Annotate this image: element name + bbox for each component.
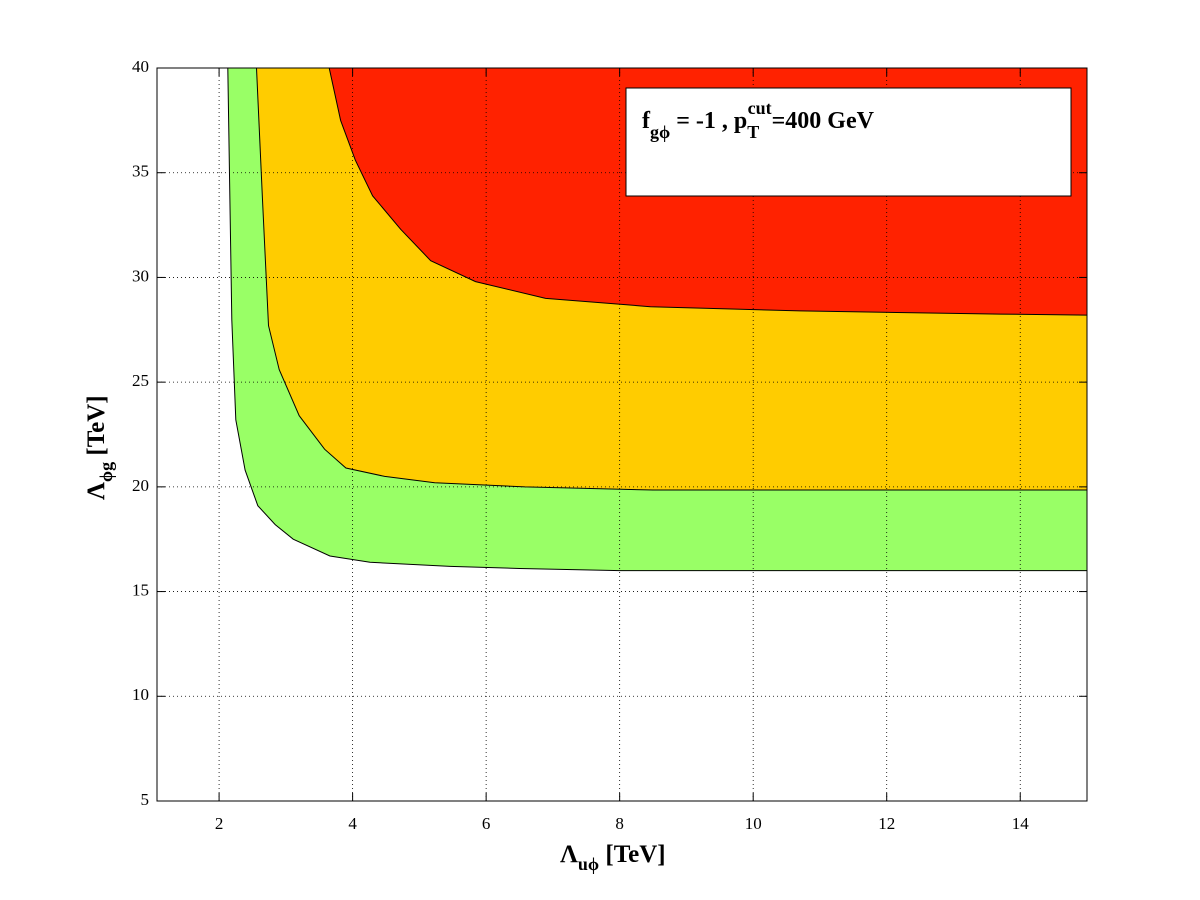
y-tick-label: 30 — [132, 266, 149, 285]
y-tick-label: 35 — [132, 162, 149, 181]
y-tick-label: 10 — [132, 685, 149, 704]
x-tick-label: 8 — [615, 814, 624, 833]
x-tick-label: 12 — [878, 814, 895, 833]
x-axis-label: Λuϕ [TeV] — [560, 841, 666, 874]
x-tick-label: 10 — [745, 814, 762, 833]
x-tick-label: 4 — [348, 814, 357, 833]
y-axis-label: Λϕg [TeV] — [83, 395, 116, 500]
annotation-part: gϕ — [650, 122, 670, 142]
x-tick-label: 14 — [1012, 814, 1030, 833]
y-tick-label: 25 — [132, 371, 149, 390]
annotation-box — [625, 87, 1072, 197]
y-tick-label: 40 — [132, 57, 149, 76]
annotation-part: T — [747, 122, 759, 142]
annotation-part: cut — [748, 98, 772, 118]
axes-frame — [156, 67, 1088, 802]
y-axis-label-part: [TeV] — [83, 395, 110, 461]
x-axis-label-part: uϕ — [578, 854, 599, 874]
y-axis-label-part: Λ — [83, 482, 110, 500]
y-tick-label: 20 — [132, 476, 149, 495]
x-tick-label: 6 — [482, 814, 491, 833]
x-axis-label-part: Λ — [560, 841, 578, 868]
y-tick-label: 15 — [132, 580, 149, 599]
y-axis-label-part: ϕg — [96, 462, 116, 482]
annotation-part: = -1 , p — [670, 108, 747, 134]
annotation-part: =400 GeV — [772, 108, 875, 134]
annotation-part: f — [642, 108, 651, 134]
y-tick-label: 5 — [141, 790, 150, 809]
x-tick-label: 2 — [215, 814, 224, 833]
x-axis-label-part: [TeV] — [599, 841, 665, 868]
annotation: fgϕ = -1 , pTcut=400 GeV — [642, 98, 875, 142]
